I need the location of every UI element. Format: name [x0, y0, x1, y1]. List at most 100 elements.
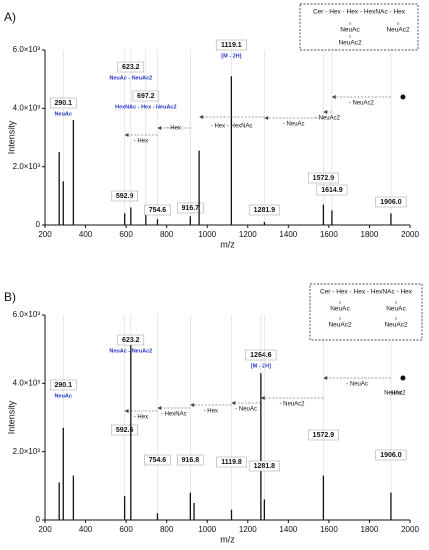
peak-label: 916.8: [182, 457, 200, 464]
y-tick-label: 6.0×10³: [13, 45, 41, 54]
x-tick-label: 2000: [401, 525, 419, 534]
loss-label: - NeuAc2: [315, 116, 341, 122]
arrow-head: [264, 116, 269, 120]
x-tick-label: 600: [119, 230, 133, 239]
x-axis-title: m/z: [220, 239, 235, 249]
x-tick-label: 1400: [279, 525, 297, 534]
peak-label-box: [248, 204, 280, 216]
peak-label: 1119.8: [221, 459, 242, 466]
peak-label-box: [216, 456, 247, 468]
arrow-head: [157, 406, 162, 410]
peak-label: 916.7: [182, 205, 200, 212]
peak-note: HexNAc - Hex - NeuAc2: [115, 104, 176, 110]
y-tick-label: 2.0×10³: [13, 162, 41, 171]
panel: B) 200 400 600 800 1000 1200 1400 1600 1800 2000 0 2…: [4, 283, 423, 544]
peak-label-box: [215, 39, 247, 51]
x-tick-label: 400: [79, 525, 93, 534]
peak-note: NeuAc - NeuAc2: [109, 348, 152, 354]
peak-note: [M - 2H]: [221, 53, 241, 59]
structure-box: [309, 283, 423, 341]
loss-label: - NeuAc: [283, 122, 305, 128]
peak-note: NeuAc: [55, 111, 72, 117]
peak-note: [M - 2H]: [251, 363, 271, 369]
loss-label: NeuAc2: [384, 391, 406, 397]
peak-label: 754.6: [149, 207, 167, 214]
y-tick-label: 2.0×10³: [13, 447, 41, 456]
peak-label-box: [111, 190, 138, 202]
peak-label: 1572.9: [313, 432, 335, 439]
y-tick-label: 4.0×10³: [13, 378, 41, 387]
arrow-head: [124, 409, 129, 413]
y-tick-label: 4.0×10³: [13, 103, 41, 112]
loss-label: - NeuAc: [235, 407, 257, 413]
arrow-head: [124, 133, 129, 137]
start-dot: [400, 375, 406, 381]
arrow-head: [260, 396, 265, 400]
x-tick-label: 2000: [401, 230, 419, 239]
x-tick-label: 200: [38, 230, 52, 239]
loss-label: - Hex: [388, 391, 402, 397]
peak-label-box: [316, 184, 348, 196]
arrow-head: [231, 401, 236, 405]
peak-label: 1572.9: [313, 175, 335, 182]
x-axis-title: m/z: [220, 534, 235, 544]
structure-text: NeuAc: [386, 306, 406, 313]
peak-label: 623.2: [122, 337, 140, 344]
panel-label: B): [4, 290, 16, 304]
y-axis-title: Intensity: [6, 400, 16, 434]
x-tick-label: 600: [119, 525, 133, 534]
peak-label: 1614.9: [321, 187, 343, 194]
x-tick-label: 1200: [239, 230, 257, 239]
loss-label: - NeuAc2: [279, 402, 305, 408]
arrow-head: [157, 126, 162, 130]
y-tick-label: 0: [36, 515, 41, 524]
peak-label: 290.1: [55, 382, 73, 389]
structure-box: [299, 3, 419, 51]
structure-text: NeuAc: [340, 27, 360, 34]
x-tick-label: 1200: [239, 525, 257, 534]
start-dot: [400, 94, 406, 100]
peak-label-box: [307, 429, 339, 441]
arrow-head: [190, 403, 195, 407]
peak-label-box: [144, 454, 171, 466]
peak-label-box: [248, 460, 280, 472]
structure-text: NeuAc2: [386, 27, 410, 34]
loss-label: - HexNAc: [161, 412, 187, 418]
peak-label-box: [307, 172, 339, 184]
arrow-head: [331, 95, 336, 99]
structure-text: NeuAc2: [328, 322, 352, 329]
peak-label-box: [375, 196, 407, 208]
peak-label-box: [50, 379, 77, 391]
peak-note: NeuAc - NeuAc2: [109, 75, 152, 81]
structure-text: Cer - Hex - Hex - HexNAc - Hex: [313, 9, 406, 16]
structure-text: NeuAc2: [338, 40, 362, 47]
panel: A) 200 400 600 800 1000 1200 1400 1600 1800 2000 0 2…: [4, 3, 419, 249]
arrow-head: [323, 376, 328, 380]
x-tick-label: 1400: [279, 230, 297, 239]
x-tick-label: 800: [160, 525, 174, 534]
y-tick-label: 6.0×10³: [13, 310, 41, 319]
peak-label-box: [177, 454, 204, 466]
y-tick-label: 0: [36, 220, 41, 229]
structure-text: NeuAc2: [384, 322, 408, 329]
loss-label: - Hex: [134, 139, 148, 145]
x-tick-label: 1800: [361, 525, 379, 534]
peak-label: 754.6: [149, 457, 167, 464]
peak-label-box: [177, 202, 204, 214]
peak-label-box: [132, 90, 160, 102]
peak-label: 697.2: [137, 93, 155, 100]
loss-label: - Hex - HexNAc: [211, 124, 253, 130]
peak-label-box: [50, 97, 77, 109]
x-tick-label: 1600: [320, 525, 338, 534]
peak-label: 1119.1: [221, 42, 242, 49]
x-tick-label: 200: [38, 525, 52, 534]
peak-label: 290.1: [55, 100, 73, 107]
panel-label: A): [4, 10, 16, 24]
peak-label: 592.6: [116, 427, 134, 434]
x-tick-label: 400: [79, 230, 93, 239]
peak-label: 1281.8: [254, 463, 276, 470]
x-tick-label: 800: [160, 230, 174, 239]
peak-label: 592.9: [116, 193, 134, 200]
peak-label: 1906.0: [380, 199, 402, 206]
loss-label: - Hex: [167, 126, 181, 132]
